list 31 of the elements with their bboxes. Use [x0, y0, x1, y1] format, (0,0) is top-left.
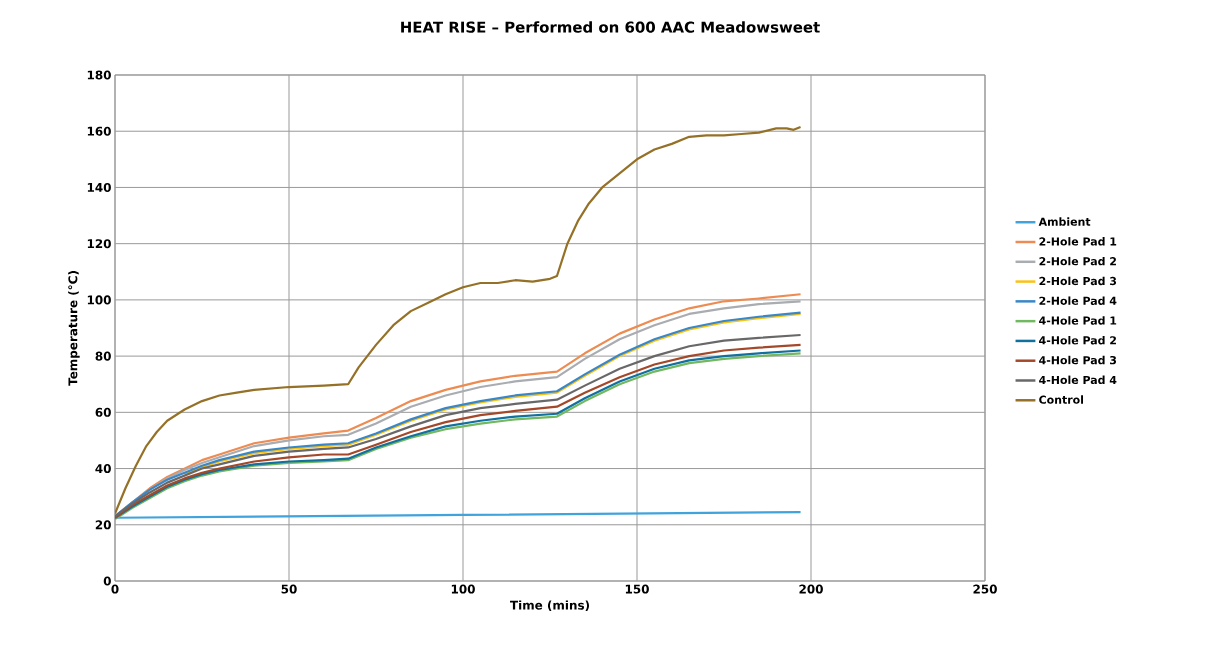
- line-series: [183, 312, 802, 476]
- x-tick-label: 150: [625, 584, 649, 594]
- x-tick-label: 100: [451, 584, 475, 594]
- legend-label: 2-Hole Pad 4: [1039, 296, 1117, 305]
- x-tick-label: 250: [973, 584, 997, 594]
- y-tick-label: 100: [87, 295, 111, 305]
- legend-label: 4-Hole Pad 3: [1039, 355, 1117, 365]
- y-tick-label: 0: [103, 576, 111, 586]
- legend-label: Ambient: [1038, 217, 1091, 226]
- chart-title: HEAT RISE – Performed on 600 AAC Meadowsweet: [401, 21, 820, 33]
- legend-label: 2-Hole Pad 3: [1039, 276, 1117, 286]
- y-tick-label: 20: [95, 520, 111, 530]
- y-tick-label: 180: [87, 70, 111, 80]
- legend-label: 4-Hole Pad 1: [1039, 316, 1117, 325]
- legend-label: 2-Hole Pad 1: [1039, 237, 1117, 246]
- x-axis-title: Time (mins): [510, 600, 590, 612]
- x-tick-label: 0: [111, 584, 119, 594]
- x-tick-label: 50: [281, 584, 297, 594]
- y-tick-label: 140: [87, 182, 111, 192]
- line-series: [115, 125, 802, 515]
- y-tick-label: 160: [87, 126, 111, 136]
- y-axis-title: Temperature (°C): [68, 271, 80, 386]
- y-tick-label: 80: [95, 351, 111, 361]
- legend-label: 2-Hole Pad 2: [1039, 256, 1116, 266]
- x-tick-label: 200: [799, 584, 823, 594]
- y-tick-label: 40: [95, 464, 111, 474]
- y-tick-label: 60: [95, 407, 111, 417]
- legend-label: Control: [1039, 395, 1083, 404]
- legend-label: 4-Hole Pad 4: [1039, 375, 1117, 385]
- y-tick-label: 120: [87, 239, 111, 249]
- legend-label: 4-Hole Pad 2: [1039, 336, 1116, 345]
